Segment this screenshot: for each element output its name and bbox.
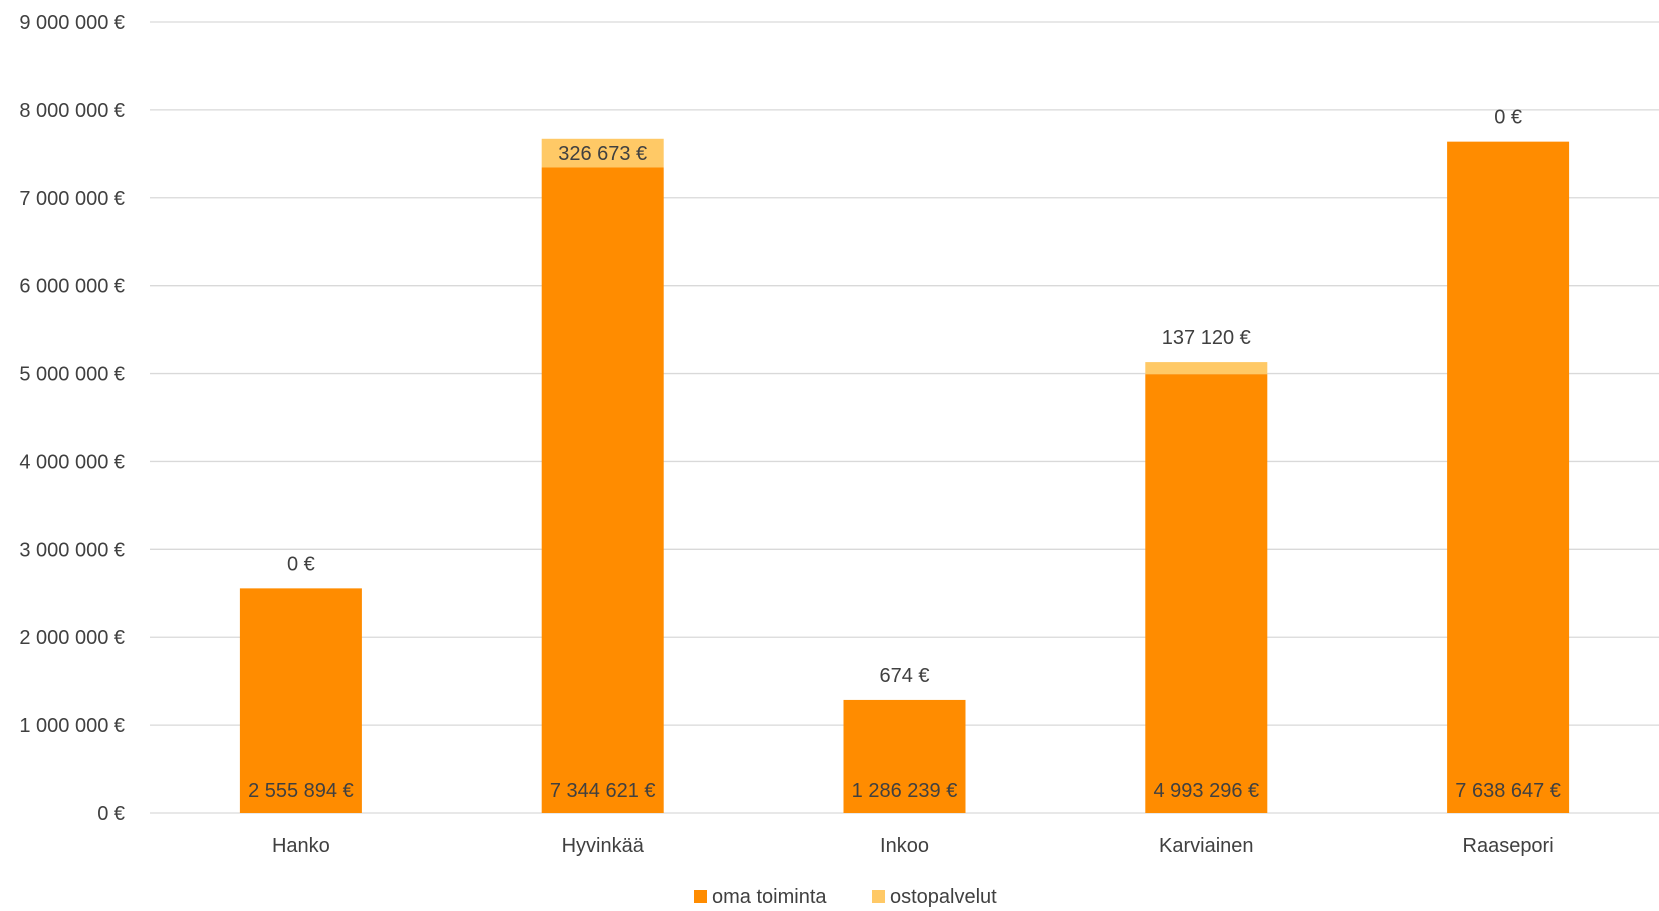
y-tick-label: 0 € — [97, 803, 125, 825]
gridlines — [150, 21, 1659, 814]
bar-oma-toiminta — [843, 699, 966, 813]
y-tick-label: 1 000 000 € — [19, 715, 125, 737]
x-axis-labels: Hanko Hyvinkää Inkoo Karviainen Raasepori — [272, 835, 1554, 857]
legend-swatch — [872, 890, 885, 903]
legend-label: ostopalvelut — [890, 886, 997, 908]
x-category-label: Karviainen — [1159, 835, 1254, 857]
data-label-ostopalvelut: 674 € — [879, 665, 929, 687]
y-tick-label: 8 000 000 € — [19, 100, 125, 122]
legend-label: oma toiminta — [712, 886, 827, 908]
data-label-oma-toiminta: 4 993 296 € — [1153, 780, 1259, 802]
x-category-label: Hanko — [272, 835, 330, 857]
y-tick-label: 4 000 000 € — [19, 451, 125, 473]
x-category-label: Hyvinkää — [562, 835, 645, 857]
y-tick-label: 5 000 000 € — [19, 364, 125, 386]
bar-ostopalvelut — [1145, 362, 1268, 375]
bar-oma-toiminta — [239, 588, 362, 813]
legend-swatch — [694, 890, 707, 903]
data-label-ostopalvelut: 326 673 € — [558, 143, 647, 165]
y-tick-label: 3 000 000 € — [19, 539, 125, 561]
y-tick-label: 9 000 000 € — [19, 12, 125, 34]
data-label-ostopalvelut: 0 € — [287, 553, 315, 575]
y-tick-label: 7 000 000 € — [19, 188, 125, 210]
data-label-oma-toiminta: 2 555 894 € — [248, 780, 354, 802]
y-tick-label: 6 000 000 € — [19, 276, 125, 298]
x-category-label: Inkoo — [880, 835, 929, 857]
y-axis-labels: 0 € 1 000 000 € 2 000 000 € 3 000 000 € 4 00… — [19, 12, 125, 825]
data-label-oma-toiminta: 7 344 621 € — [550, 780, 656, 802]
data-label-ostopalvelut: 0 € — [1494, 107, 1522, 129]
bar-oma-toiminta — [1145, 374, 1268, 813]
data-label-oma-toiminta: 1 286 239 € — [852, 780, 958, 802]
bar-ostopalvelut — [541, 138, 664, 168]
bar-oma-toiminta — [1447, 141, 1570, 813]
bar-oma-toiminta — [541, 167, 664, 813]
y-tick-label: 2 000 000 € — [19, 627, 125, 649]
legend: oma toiminta ostopalvelut — [694, 886, 997, 908]
x-category-label: Raasepori — [1463, 835, 1554, 857]
bars: 2 555 894 € 0 € 7 344 621 € 326 673 € 1 286 … — [239, 107, 1570, 813]
data-label-ostopalvelut: 137 120 € — [1162, 327, 1251, 349]
data-label-oma-toiminta: 7 638 647 € — [1455, 780, 1561, 802]
